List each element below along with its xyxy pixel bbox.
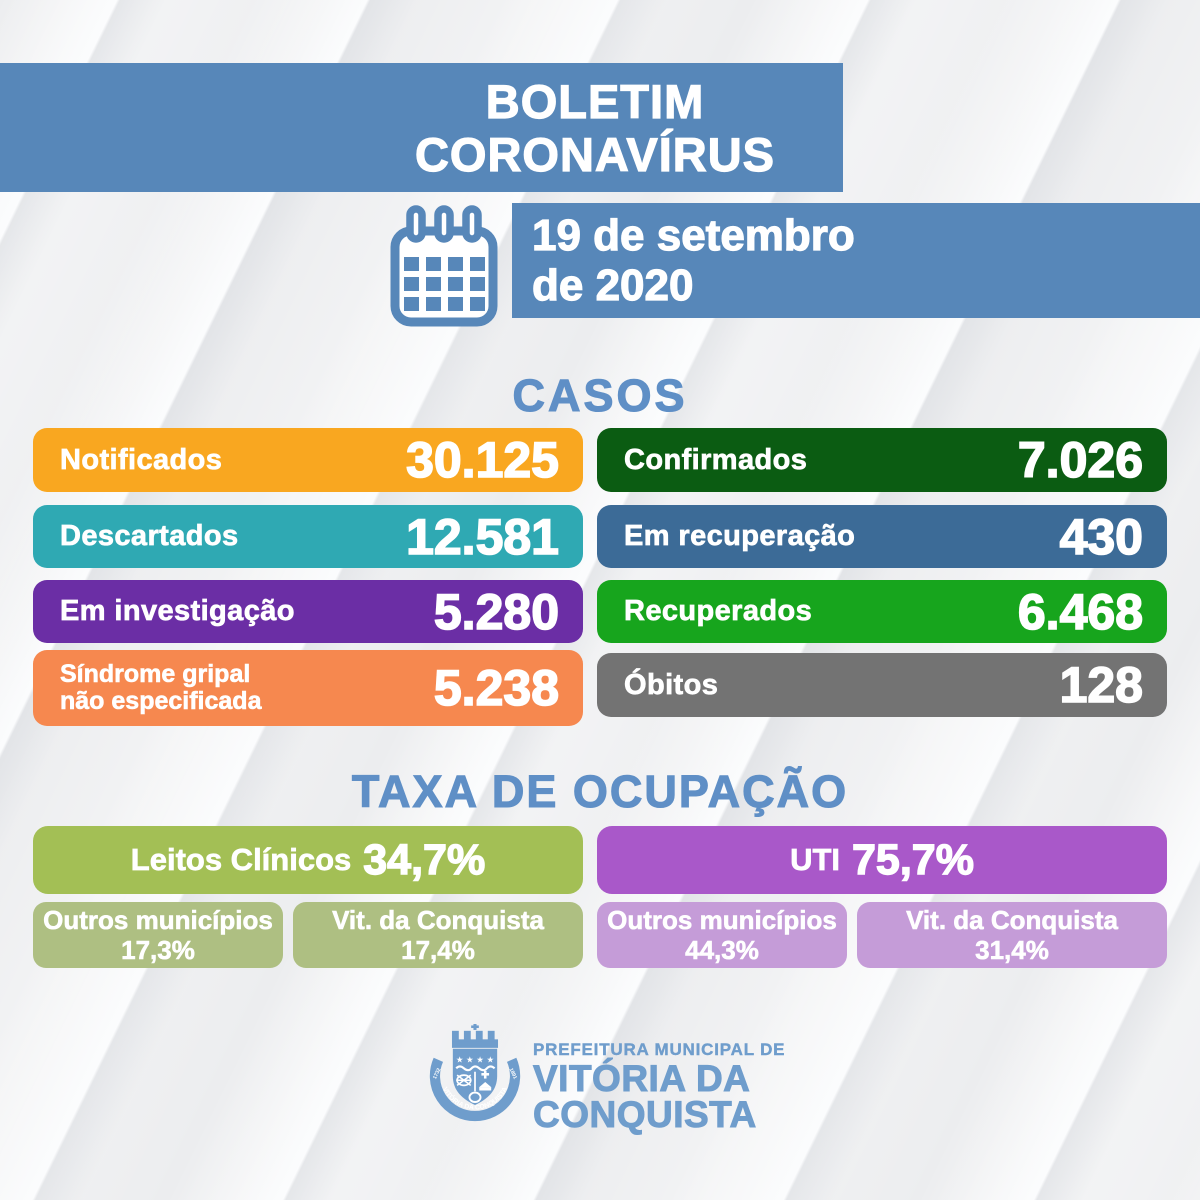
stat-label: Notificados (60, 443, 223, 476)
occupancy-sub-card-icu-other-cities: Outros municípios 44,3% (597, 902, 847, 968)
stat-card-obitos: Óbitos 128 (597, 653, 1167, 717)
footer-org-small-line: PREFEITURA MUNICIPAL DE (533, 1040, 786, 1059)
stat-card-notificados: Notificados 30.125 (33, 428, 583, 492)
stat-value: 430 (1059, 508, 1144, 566)
occupancy-section-title: TAXA DE OCUPAÇÃO (351, 765, 849, 817)
crest-year-left: 1732 (432, 1067, 442, 1080)
stat-label: Descartados (60, 520, 239, 553)
stat-label-line1: Síndrome gripal (60, 660, 251, 688)
date-line2: de 2020 (531, 260, 694, 310)
sub-card-label: Outros municípios (607, 905, 837, 936)
header-title: BOLETIM CORONAVÍRUS (0, 74, 843, 181)
stat-value: 6.468 (1017, 583, 1144, 641)
stat-value: 7.026 (1017, 431, 1144, 489)
svg-text:★: ★ (487, 1054, 495, 1064)
crest-year-right: 1891 (508, 1067, 518, 1080)
header-title-line2: CORONAVÍRUS (414, 127, 776, 181)
occupancy-value: 34,7% (363, 835, 486, 884)
stat-value: 5.280 (433, 583, 560, 641)
occupancy-label: UTI (790, 842, 841, 878)
svg-text:★: ★ (466, 1054, 474, 1064)
sub-card-label: Outros municípios (43, 905, 273, 936)
date-line1: 19 de setembro (531, 210, 855, 260)
occupancy-sub-card-clinical-vitoria: Vit. da Conquista 17,4% (293, 902, 583, 968)
stat-value: 12.581 (405, 508, 560, 566)
stat-card-confirmados: Confirmados 7.026 (597, 428, 1167, 492)
stat-card-sindrome-gripal: Síndrome gripal não especificada 5.238 (33, 650, 583, 726)
sub-card-label: Vit. da Conquista (332, 905, 544, 936)
stat-card-em-investigacao: Em investigação 5.280 (33, 580, 583, 643)
header-banner: BOLETIM CORONAVÍRUS (0, 63, 843, 192)
svg-text:★: ★ (456, 1054, 464, 1064)
sub-card-value: 17,3% (121, 935, 195, 966)
svg-text:★: ★ (476, 1054, 484, 1064)
header-title-line1: BOLETIM (485, 74, 705, 128)
stat-value: 5.238 (433, 659, 560, 717)
sub-card-value: 31,4% (975, 935, 1049, 966)
stat-label-line2: não especificada (60, 687, 262, 715)
occupancy-sub-card-icu-vitoria: Vit. da Conquista 31,4% (857, 902, 1167, 968)
crest-crown (451, 1024, 499, 1048)
stat-value: 128 (1059, 656, 1144, 714)
footer-org-name: PREFEITURA MUNICIPAL DE VITÓRIA DA CONQU… (532, 1040, 786, 1135)
footer-org-line1: VITÓRIA DA (532, 1058, 751, 1099)
occupancy-card-icu: UTI 75,7% (597, 826, 1167, 894)
stat-value: 30.125 (405, 431, 560, 489)
occupancy-label: Leitos Clínicos (130, 842, 352, 878)
stat-label: Síndrome gripal não especificada (60, 660, 262, 715)
sub-card-label: Vit. da Conquista (906, 905, 1118, 936)
sub-card-value: 44,3% (685, 935, 759, 966)
occupancy-value: 75,7% (851, 835, 974, 884)
stat-card-em-recuperacao: Em recuperação 430 (597, 505, 1167, 568)
calendar-icon (390, 205, 498, 327)
stat-card-recuperados: Recuperados 6.468 (597, 580, 1167, 643)
stat-label: Óbitos (624, 668, 719, 701)
stat-label: Recuperados (624, 595, 813, 628)
sub-card-value: 17,4% (401, 935, 475, 966)
date-banner: 19 de setembro de 2020 (512, 203, 1200, 318)
cases-section-title: CASOS (512, 369, 688, 421)
city-crest-logo: VITÓRIA DA CONQUISTA 1732 1891 ★ ★ ★ ★ (429, 1024, 521, 1122)
stat-card-descartados: Descartados 12.581 (33, 505, 583, 568)
occupancy-sub-card-clinical-other-cities: Outros municípios 17,3% (33, 902, 283, 968)
footer-org-line2: CONQUISTA (532, 1094, 757, 1135)
stat-label: Em recuperação (624, 520, 856, 553)
occupancy-card-clinical-beds: Leitos Clínicos 34,7% (33, 826, 583, 894)
stat-label: Confirmados (624, 443, 808, 476)
stat-label: Em investigação (60, 595, 295, 628)
